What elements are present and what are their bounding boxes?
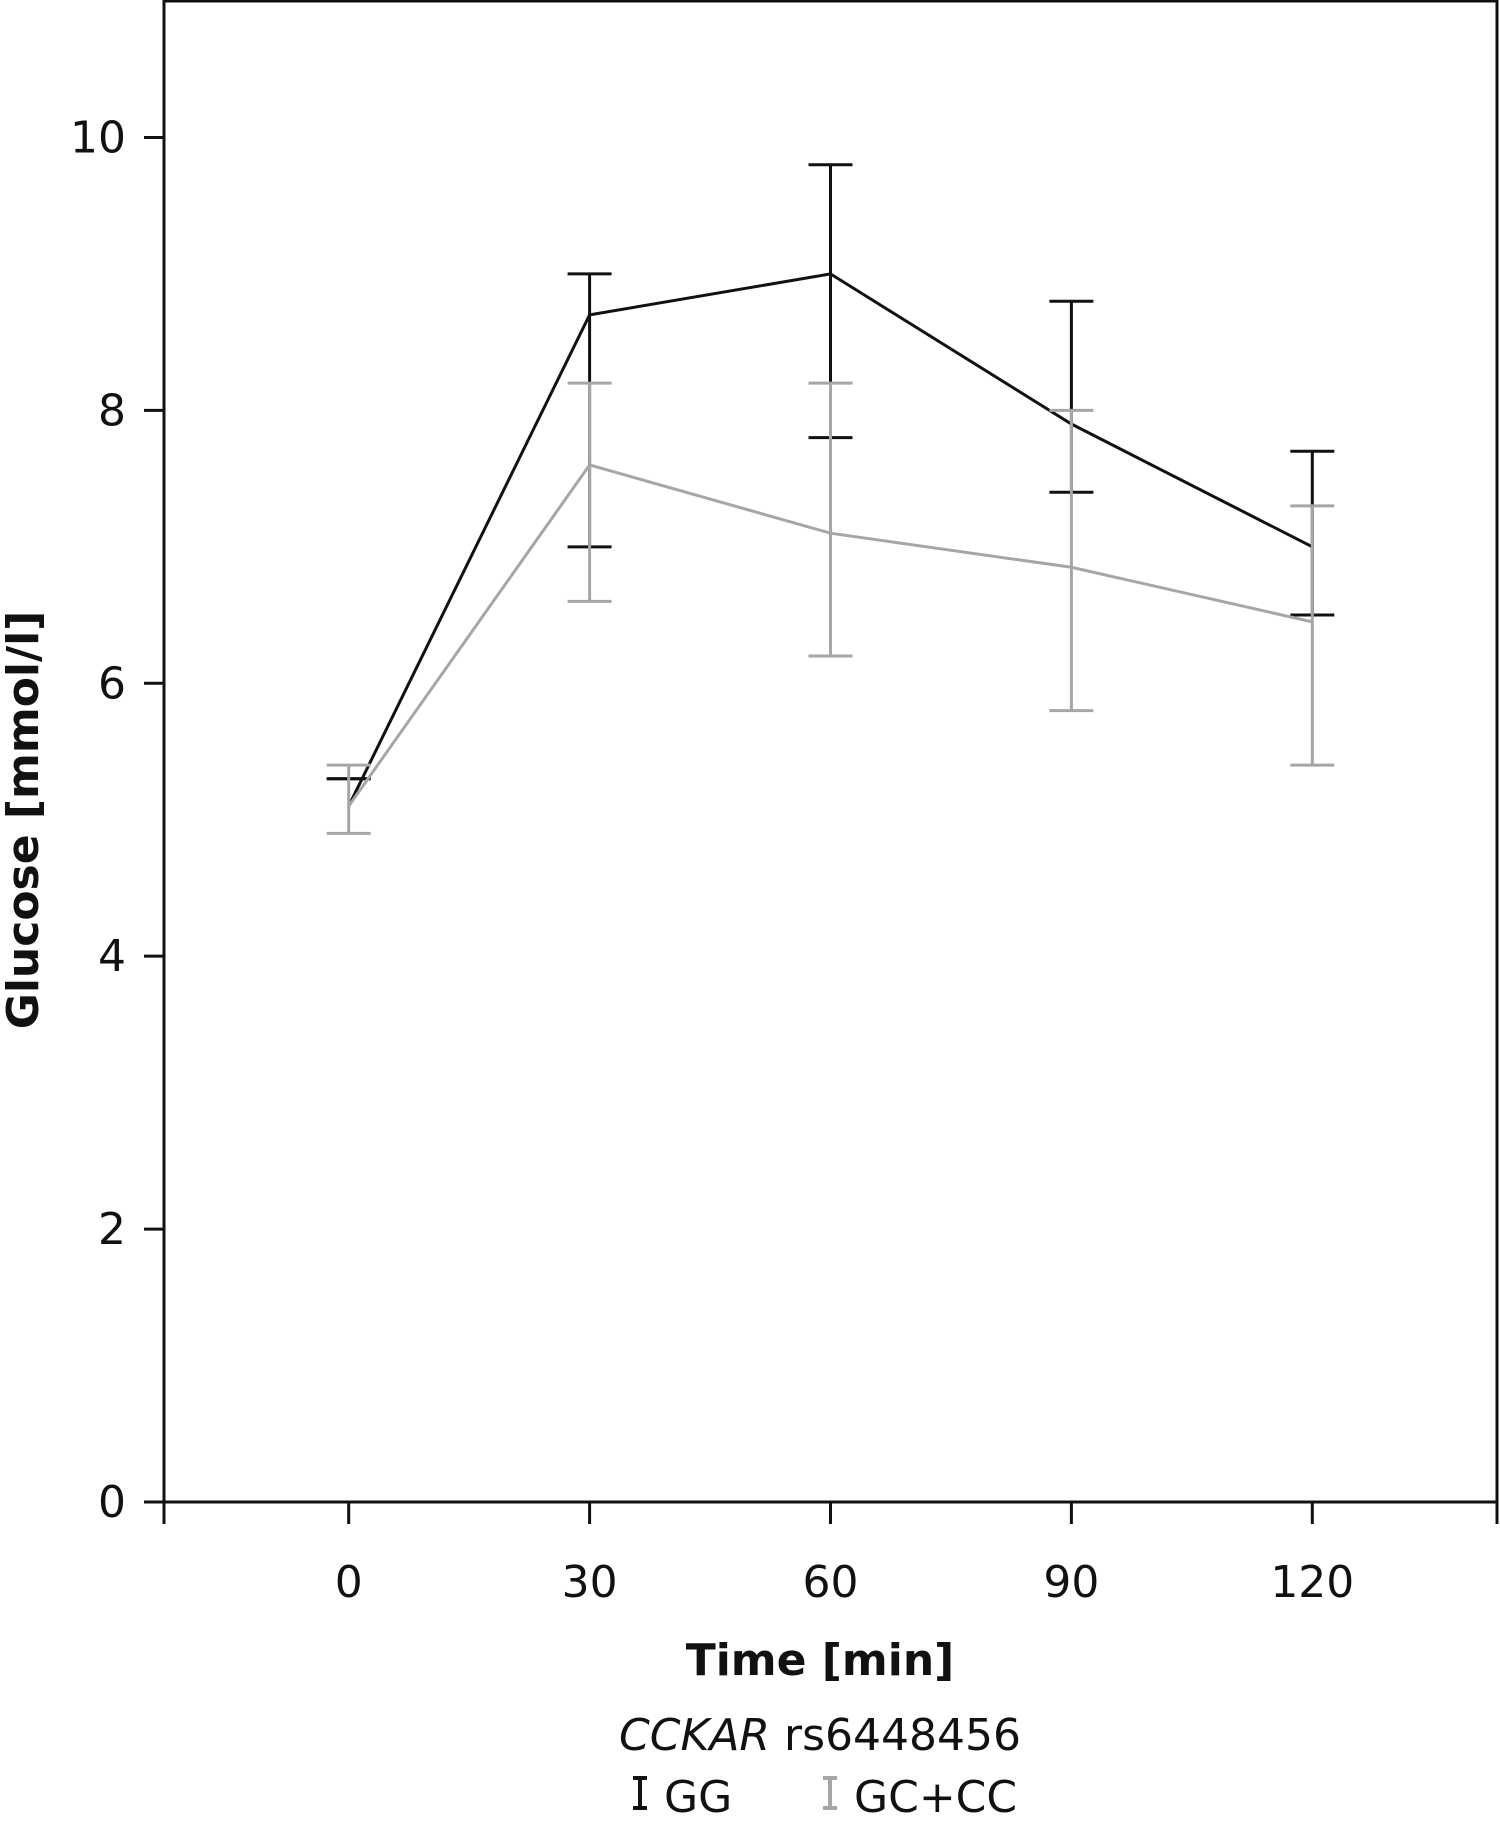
legend: GG GC+CC — [633, 1772, 1017, 1823]
x-tick-label-3: 90 — [1043, 1557, 1099, 1608]
error-bar-1-1 — [567, 381, 612, 603]
legend-icon-1 — [823, 1776, 837, 1810]
y-tick-label-1: 2 — [98, 1204, 126, 1255]
error-bar-1-3 — [1049, 408, 1094, 713]
error-bar-1-0 — [326, 763, 371, 835]
subtitle-variant: rs6448456 — [770, 1710, 1021, 1761]
series-line-1 — [347, 463, 1313, 807]
subtitle-gene: CCKAR — [619, 1710, 770, 1761]
error-bar-1-4 — [1290, 504, 1335, 767]
legend-icon-0 — [633, 1776, 647, 1810]
series-1 — [326, 381, 1335, 835]
chart-subtitle: CCKAR rs6448456 — [619, 1710, 1021, 1761]
y-tick-label-2: 4 — [98, 931, 126, 982]
y-axis: 0 2 4 6 8 10 — [70, 112, 164, 1528]
series-layer — [326, 163, 1335, 835]
x-tick-label-4: 120 — [1270, 1557, 1354, 1608]
error-bar-1-2 — [808, 381, 853, 658]
x-tick-label-2: 60 — [803, 1557, 859, 1608]
y-axis-title: Glucose [mmol/l] — [0, 611, 49, 1030]
x-axis-title: Time [min] — [686, 1635, 955, 1686]
y-tick-label-4: 8 — [98, 385, 126, 436]
y-tick-label-0: 0 — [98, 1477, 126, 1528]
x-axis: 0 30 60 90 120 — [162, 1502, 1499, 1608]
y-tick-label-3: 6 — [98, 658, 126, 709]
series-line-0 — [347, 272, 1313, 807]
y-tick-label-5: 10 — [70, 112, 126, 163]
legend-label-1: GC+CC — [854, 1772, 1017, 1823]
legend-label-0: GG — [664, 1772, 732, 1823]
x-tick-label-0: 0 — [335, 1557, 363, 1608]
x-tick-label-1: 30 — [562, 1557, 618, 1608]
